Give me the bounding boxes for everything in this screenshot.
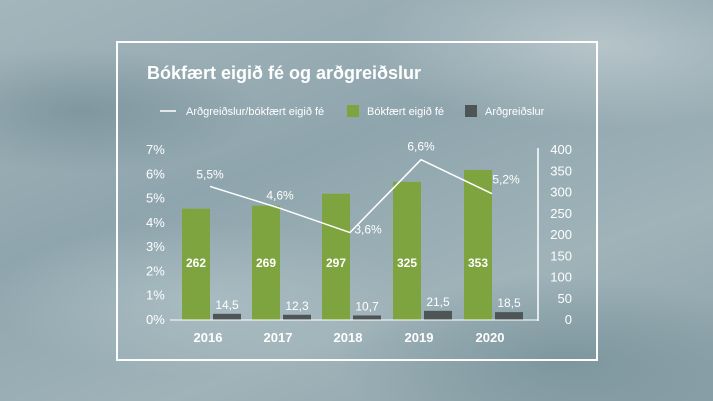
dividend-bar xyxy=(424,310,452,320)
left-tick-label: 4% xyxy=(146,215,165,230)
equity-bar-label: 297 xyxy=(326,256,346,270)
legend: Arðgreiðslur/bókfært eigið fé Bókfært eig… xyxy=(160,105,545,118)
ratio-point-label: 6,6% xyxy=(407,140,435,154)
equity-bar-label: 353 xyxy=(468,256,488,270)
bars: 262 269 297 325 353 14,5 12,3 10,7 21,5 18,5 xyxy=(170,169,538,321)
left-tick-label: 1% xyxy=(146,288,165,303)
equity-bar xyxy=(322,193,350,320)
dividend-bar xyxy=(283,314,311,320)
left-axis: 0% 1% 2% 3% 4% 5% 6% 7% xyxy=(146,142,165,327)
chart-frame xyxy=(116,41,598,361)
x-tick-label: 2018 xyxy=(334,330,363,345)
legend-item-equity: Bókfært eigið fé xyxy=(367,106,444,118)
x-tick-label: 2016 xyxy=(194,330,223,345)
legend-item-ratio: Arðgreiðslur/bókfært eigið fé xyxy=(186,106,324,118)
dividend-bar xyxy=(495,312,523,320)
left-tick-label: 7% xyxy=(146,142,165,157)
legend-dark-swatch xyxy=(465,105,477,117)
left-tick-label: 6% xyxy=(146,166,165,181)
equity-bar-label: 269 xyxy=(256,256,276,270)
legend-item-dividends: Arðgreiðslur xyxy=(485,106,545,118)
legend-green-swatch xyxy=(347,105,359,117)
equity-bar-label: 262 xyxy=(186,256,206,270)
right-tick-label: 150 xyxy=(550,248,572,263)
line-series: 5,5% 4,6% 3,6% 6,6% 5,2% xyxy=(196,140,520,237)
ratio-point-label: 5,2% xyxy=(492,173,520,187)
ratio-point-label: 5,5% xyxy=(196,167,224,181)
right-tick-label: 250 xyxy=(550,206,572,221)
chart-title: Bókfært eigið fé og arðgreiðslur xyxy=(147,63,421,83)
equity-bar xyxy=(252,205,280,320)
right-tick-label: 0 xyxy=(565,312,572,327)
right-tick-label: 400 xyxy=(550,142,572,157)
right-axis: 0 50 100 150 200 250 300 350 400 xyxy=(537,142,572,327)
dividend-bar xyxy=(353,315,381,320)
dividend-bar-label: 18,5 xyxy=(497,296,521,310)
right-tick-label: 200 xyxy=(550,227,572,242)
right-tick-label: 100 xyxy=(550,270,572,285)
equity-bar-label: 325 xyxy=(397,256,417,270)
ratio-line xyxy=(209,158,493,234)
ratio-point-label: 4,6% xyxy=(266,188,294,202)
x-axis: 2016 2017 2018 2019 2020 xyxy=(194,330,505,345)
right-tick-label: 50 xyxy=(558,291,572,306)
ratio-point-label: 3,6% xyxy=(354,223,382,237)
equity-bar xyxy=(464,169,492,320)
dividend-bar-label: 12,3 xyxy=(285,299,309,313)
dividend-bar-label: 14,5 xyxy=(215,298,239,312)
right-tick-label: 300 xyxy=(550,185,572,200)
dividend-bar-label: 10,7 xyxy=(355,299,379,313)
left-tick-label: 0% xyxy=(146,312,165,327)
left-tick-label: 2% xyxy=(146,263,165,278)
left-tick-label: 3% xyxy=(146,239,165,254)
x-tick-label: 2020 xyxy=(476,330,505,345)
equity-bar xyxy=(393,181,421,320)
dividend-bar xyxy=(213,313,241,320)
dividend-bar-label: 21,5 xyxy=(426,295,450,309)
x-tick-label: 2017 xyxy=(264,330,293,345)
x-tick-label: 2019 xyxy=(405,330,434,345)
equity-bar xyxy=(182,208,210,320)
right-tick-label: 350 xyxy=(550,163,572,178)
left-tick-label: 5% xyxy=(146,191,165,206)
